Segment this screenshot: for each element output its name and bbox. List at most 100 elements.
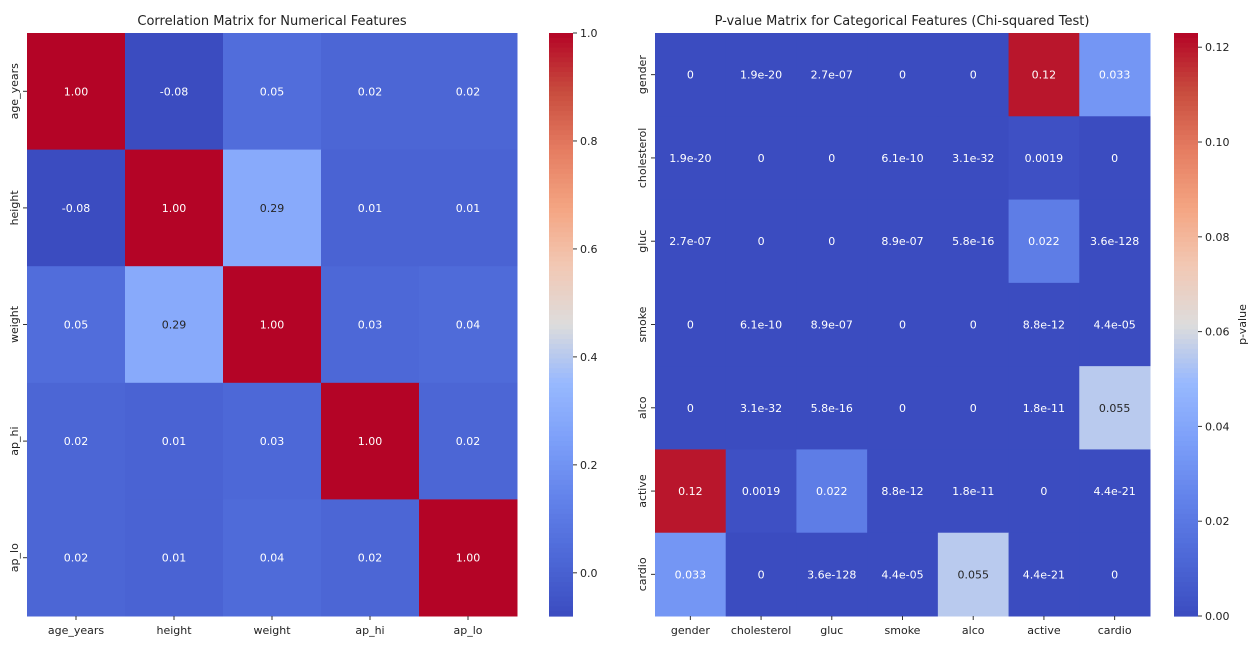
y-tick-label: gender [636, 55, 649, 94]
heatmap-cell [937, 199, 1010, 284]
colorbar-segment [549, 363, 573, 369]
heatmap-cell [125, 149, 224, 267]
colorbar-segment [1174, 33, 1198, 39]
colorbar-segment [549, 402, 573, 408]
colorbar-segment [1174, 275, 1198, 282]
cell-value-label: 1.00 [456, 552, 481, 565]
heatmap-cell [1079, 116, 1151, 201]
colorbar-segment [1174, 504, 1198, 510]
cell-value-label: 0.04 [260, 552, 285, 565]
colorbar-segment [549, 217, 573, 224]
colorbar-segment [1174, 397, 1198, 403]
colorbar-tick-label: 0.12 [1205, 41, 1230, 54]
colorbar-segment [549, 261, 573, 267]
heatmap-cell [867, 282, 939, 367]
colorbar-segment [549, 295, 573, 301]
colorbar-segment [1174, 183, 1198, 190]
colorbar-segment [1174, 319, 1198, 326]
heatmap-cell [1079, 532, 1151, 617]
colorbar-segment [1174, 305, 1198, 311]
y-tick-label: age_years [8, 63, 21, 120]
heatmap-cell [1008, 33, 1080, 117]
x-tick-label: cholesterol [731, 624, 791, 637]
colorbar-segment [549, 455, 573, 462]
colorbar-segment [549, 586, 573, 593]
colorbar-segment [549, 193, 573, 199]
colorbar-segment [549, 62, 573, 68]
colorbar-segment [1174, 407, 1198, 413]
heatmap-cell [725, 449, 797, 534]
colorbar-segment [549, 178, 573, 185]
cell-value-label: 4.4e-05 [881, 568, 923, 581]
colorbar-segment [549, 407, 573, 413]
colorbar-tick-label: 1.0 [580, 27, 598, 40]
cell-value-label: 1.00 [64, 85, 89, 98]
colorbar-segment [1174, 67, 1198, 73]
colorbar-segment [549, 52, 573, 58]
x-tick-label: ap_hi [355, 624, 384, 637]
colorbar-segment [1174, 173, 1198, 180]
colorbar-segment [549, 392, 573, 398]
colorbar-segment [549, 144, 573, 151]
cell-value-label: 5.8e-16 [811, 402, 853, 415]
colorbar-tick-label: 0.8 [580, 135, 598, 148]
colorbar-segment [1174, 586, 1198, 593]
colorbar-segment [1174, 101, 1198, 107]
colorbar-segment [549, 572, 573, 578]
colorbar-segment [549, 373, 573, 379]
cell-value-label: 0 [687, 402, 694, 415]
heatmap-cell [321, 499, 420, 617]
y-tick-label: cholesterol [636, 128, 649, 188]
colorbar-segment [1174, 562, 1198, 569]
colorbar-segment [549, 115, 573, 122]
colorbar-segment [1174, 353, 1198, 360]
colorbar-segment [1174, 436, 1198, 442]
heatmap-cell [125, 266, 224, 384]
colorbar-segment [549, 139, 573, 146]
x-tick-label: active [1027, 624, 1061, 637]
colorbar-segment [1174, 217, 1198, 224]
colorbar-segment [1174, 479, 1198, 486]
cell-value-label: 0.033 [675, 568, 707, 581]
colorbar-segment [1174, 237, 1198, 243]
colorbar-segment [1174, 271, 1198, 277]
colorbar-segment [1174, 261, 1198, 267]
heatmap-cell [125, 499, 224, 617]
heatmap-cell [27, 499, 126, 617]
colorbar-segment [1174, 470, 1198, 476]
colorbar-segment [1174, 334, 1198, 340]
cell-value-label: 0 [970, 69, 977, 82]
colorbar-segment [549, 411, 573, 418]
colorbar-segment [549, 222, 573, 228]
colorbar-segment [1174, 392, 1198, 398]
cell-value-label: 5.8e-16 [952, 235, 994, 248]
cell-value-label: 0 [1040, 485, 1047, 498]
cell-value-label: 8.9e-07 [881, 235, 923, 248]
heatmap-cell [419, 266, 518, 384]
colorbar-segment [549, 169, 573, 175]
colorbar-segment [549, 611, 573, 617]
heatmap-cell [223, 149, 322, 267]
colorbar-segment [549, 101, 573, 107]
colorbar-segment [1174, 431, 1198, 437]
colorbar-segment [549, 358, 573, 364]
colorbar-segment [549, 164, 573, 170]
colorbar-segment [549, 484, 573, 491]
cell-value-label: 0 [758, 235, 765, 248]
colorbar-segment [1174, 547, 1198, 554]
cell-value-label: 0.29 [162, 319, 187, 332]
heatmap-cell [223, 266, 322, 384]
colorbar-segment [1174, 193, 1198, 199]
cell-value-label: 0 [687, 69, 694, 82]
heatmap-cell [1079, 366, 1151, 450]
colorbar-segment [549, 300, 573, 306]
colorbar-segment [1174, 105, 1198, 112]
colorbar-segment [1174, 552, 1198, 559]
y-tick-label: height [8, 190, 21, 226]
colorbar-segment [1174, 465, 1198, 471]
heatmap-cell [27, 382, 126, 500]
cell-value-label: 0 [899, 319, 906, 332]
colorbar-segment [549, 324, 573, 330]
colorbar-segment [1174, 533, 1198, 539]
y-tick-label: active [636, 474, 649, 508]
